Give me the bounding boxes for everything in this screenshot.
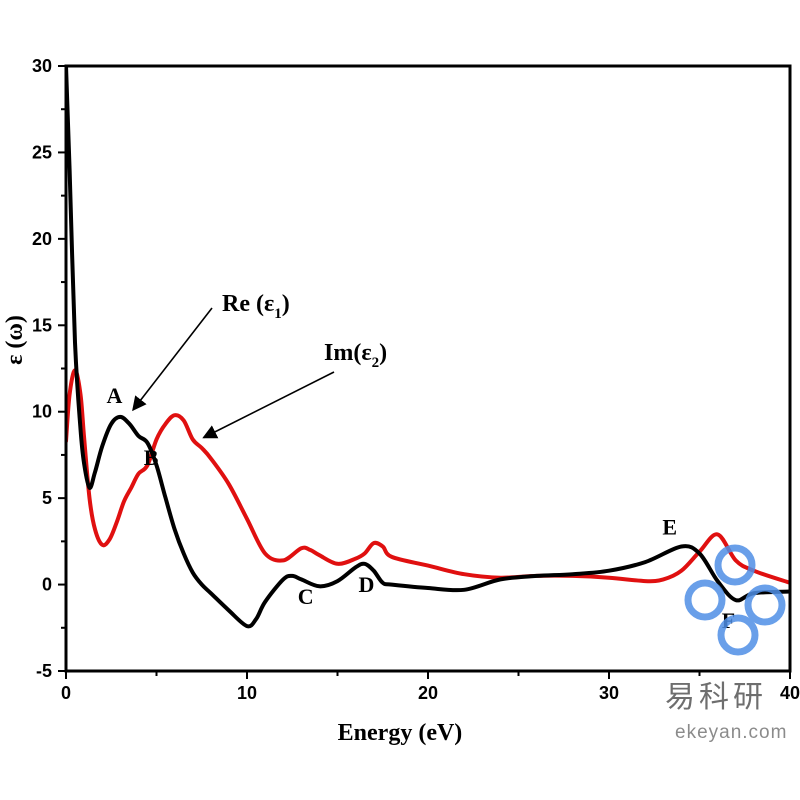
y-tick-label: 25 xyxy=(32,142,52,162)
watermark-logo-icon xyxy=(684,544,786,656)
peak-label-c: C xyxy=(298,584,314,609)
axis-tick-labels: 0 10 20 30 40 -5 0 5 10 15 20 25 30 xyxy=(32,56,800,703)
peak-label-e: E xyxy=(662,515,677,540)
x-tick-label: 30 xyxy=(599,683,619,703)
series-annotations: Re (ε1) Im(ε2) xyxy=(132,291,387,439)
x-tick-label: 0 xyxy=(61,683,71,703)
watermark: 易科研 ekeyan.com xyxy=(665,544,787,743)
y-tick-label: 20 xyxy=(32,229,52,249)
x-axis-title: Energy (eV) xyxy=(338,720,463,746)
y-tick-label: 5 xyxy=(42,488,52,508)
annotation-label: Im(ε2) xyxy=(324,340,387,371)
annotation-arrow xyxy=(132,307,213,412)
y-tick-label: 30 xyxy=(32,56,52,76)
peak-label-a: A xyxy=(107,383,123,408)
watermark-chinese-text: 易科研 xyxy=(665,680,767,715)
series-line-im-2 xyxy=(66,368,790,585)
annotation-im-2: Im(ε2) xyxy=(202,340,387,439)
y-tick-label: 0 xyxy=(42,575,52,595)
peak-labels: ABC DEF xyxy=(107,383,736,633)
plot-frame xyxy=(64,64,792,673)
y-tick-label: -5 xyxy=(36,661,52,681)
series-line-re-1 xyxy=(66,66,790,629)
annotation-re-1: Re (ε1) xyxy=(132,291,290,412)
peak-label-d: D xyxy=(359,572,375,597)
watermark-url-text: ekeyan.com xyxy=(675,722,787,743)
x-tick-label: 40 xyxy=(780,683,800,703)
series-lines xyxy=(66,66,790,629)
y-axis-title: ε (ω) xyxy=(2,315,28,365)
annotation-arrow xyxy=(202,371,335,439)
y-tick-label: 10 xyxy=(32,402,52,422)
y-tick-label: 15 xyxy=(32,315,52,335)
peak-label-b: B xyxy=(144,445,159,470)
x-tick-label: 10 xyxy=(237,683,257,703)
x-tick-label: 20 xyxy=(418,683,438,703)
annotation-label: Re (ε1) xyxy=(222,291,290,322)
